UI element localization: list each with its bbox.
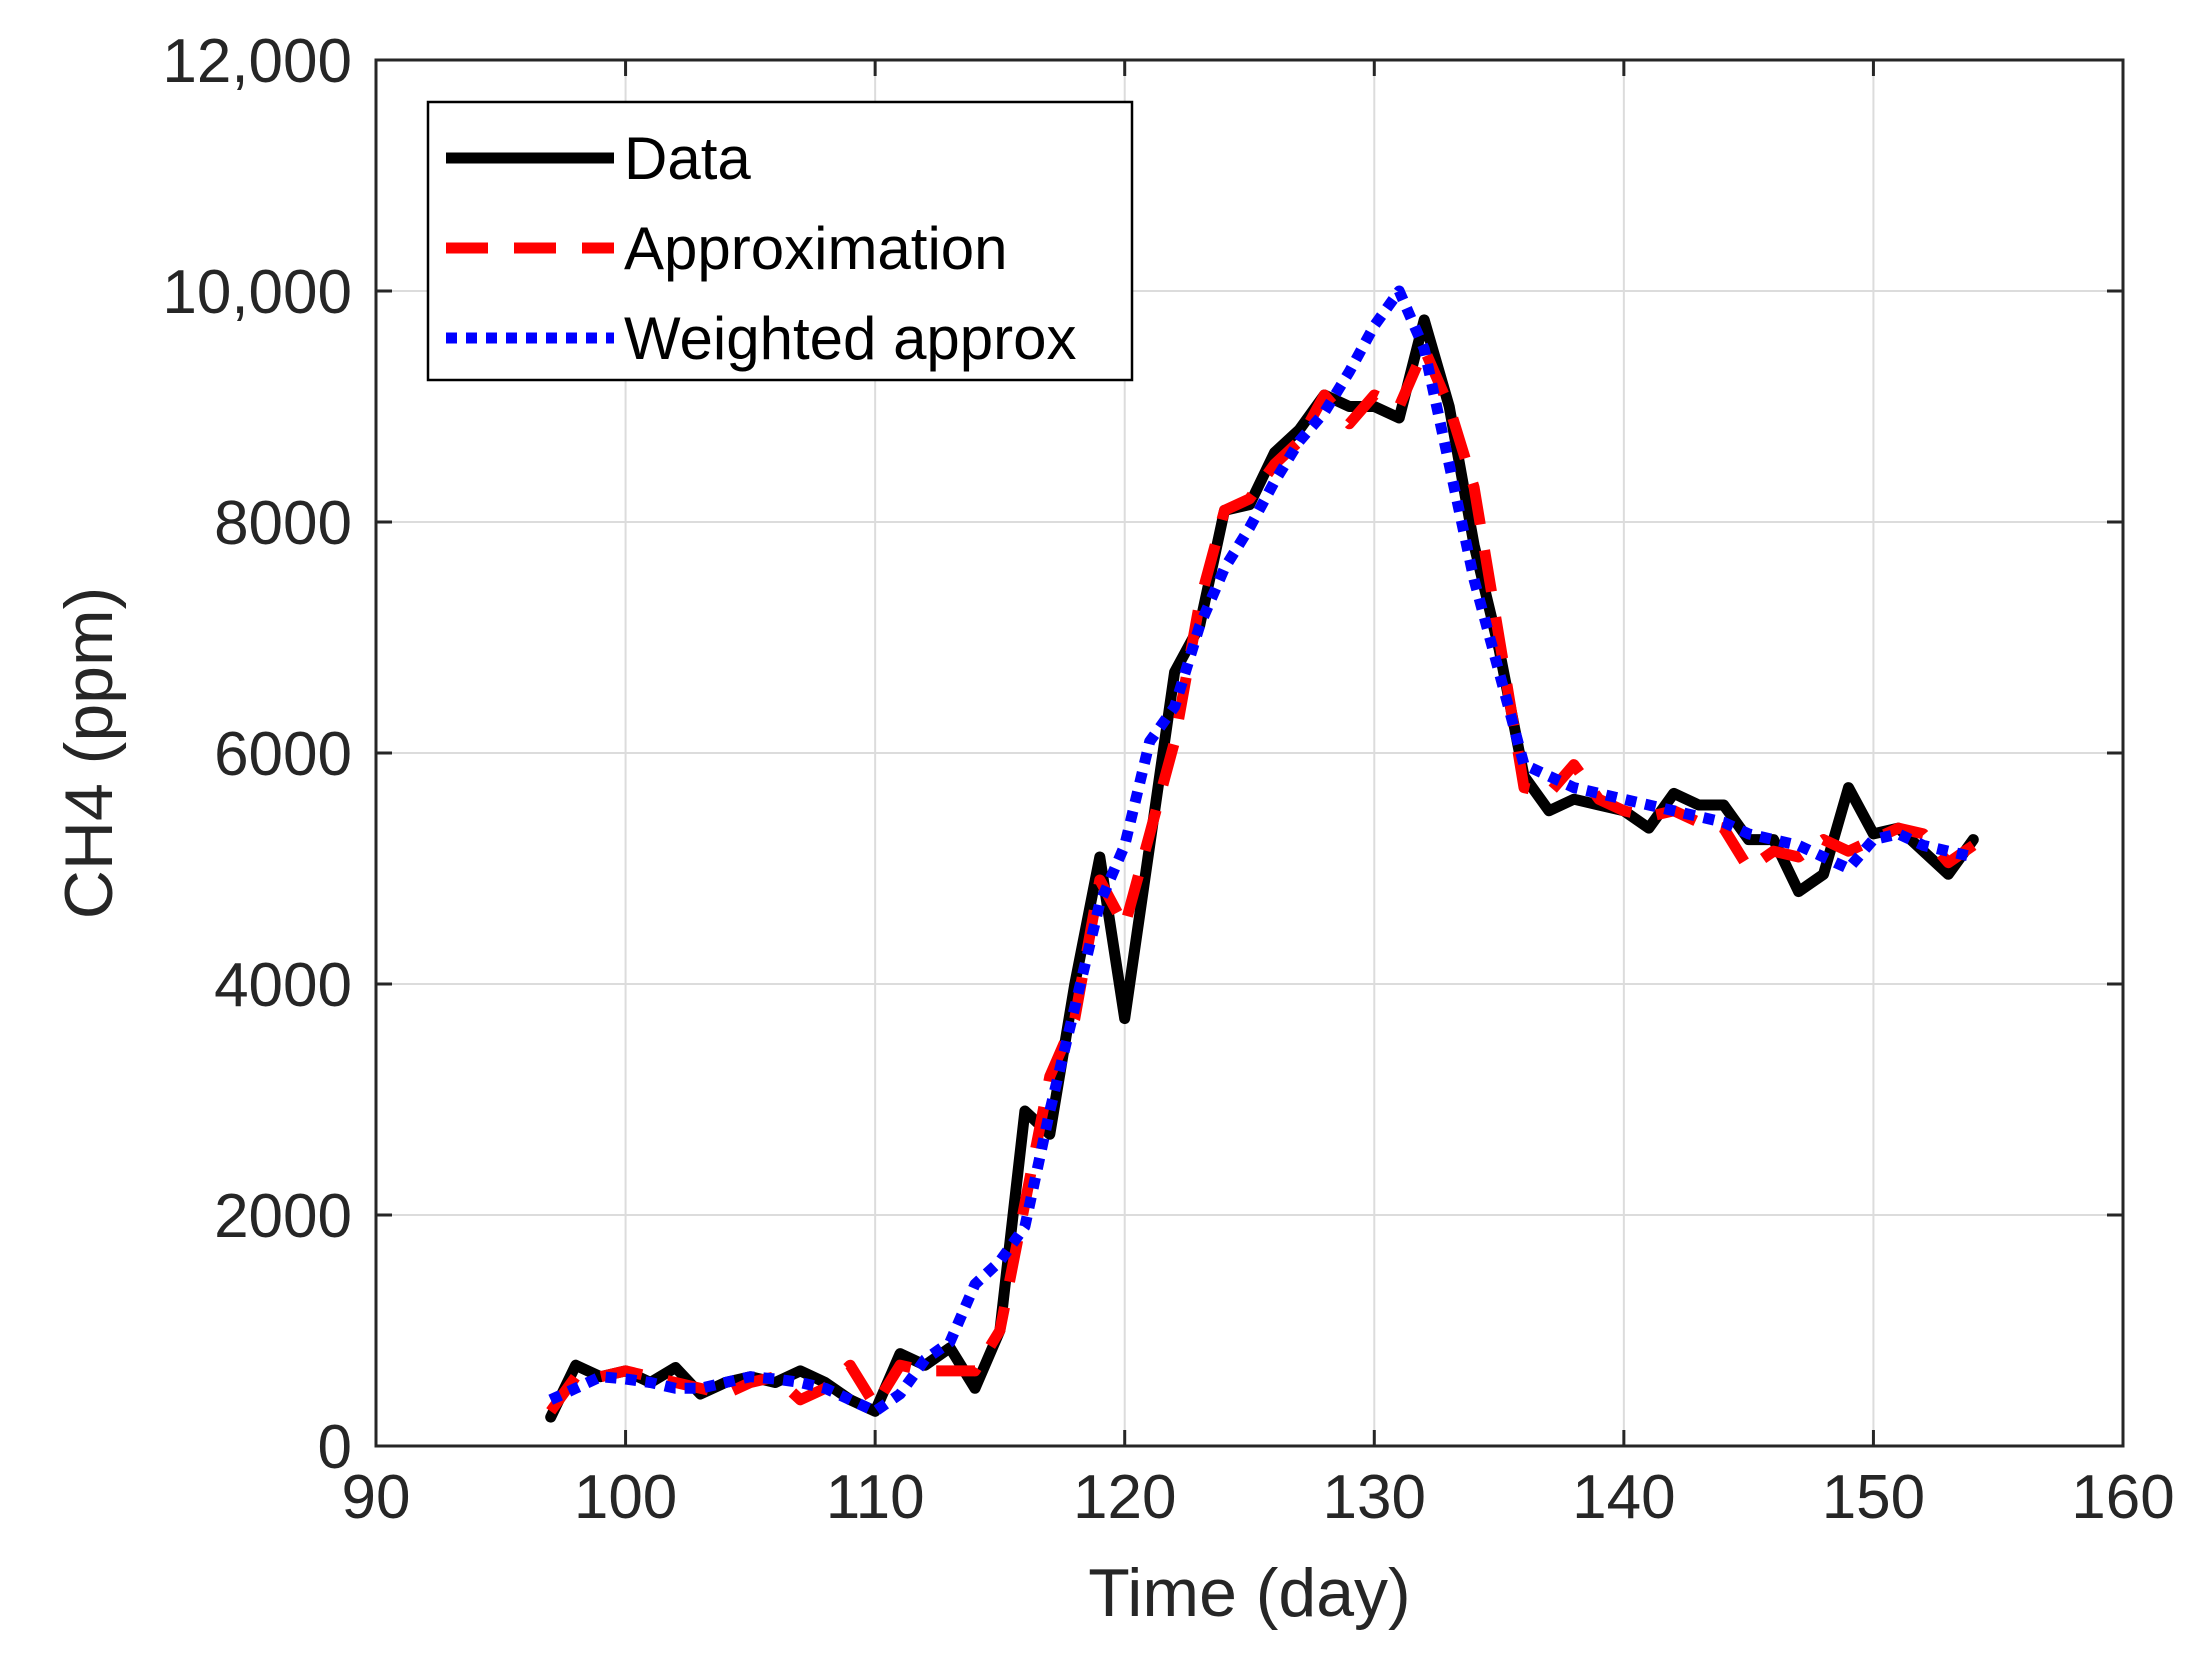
x-tick-label: 130: [1323, 1463, 1426, 1532]
x-tick-label: 140: [1572, 1463, 1675, 1532]
y-tick-label: 12,000: [162, 27, 352, 96]
legend: Data Approximation Weighted approx: [426, 100, 1134, 382]
y-tick-label: 10,000: [162, 258, 352, 327]
series-lines: [545, 285, 1979, 1423]
series-line-data: [545, 314, 1979, 1423]
legend-label: Approximation: [624, 215, 1008, 282]
y-axis-label: CH4 (ppm): [51, 587, 127, 920]
axis-ticks: 90 100 110 120 130 140 150 160 0 2000 4000 6000 8000…: [162, 27, 2174, 1532]
x-axis-label: Time (day): [1088, 1555, 1410, 1631]
legend-label: Data: [624, 125, 751, 192]
x-tick-label: 110: [826, 1463, 925, 1532]
series-line-weighted-approx: [548, 285, 1975, 1417]
y-tick-label: 4000: [214, 951, 352, 1020]
x-tick-label: 100: [574, 1463, 677, 1532]
legend-box: [426, 100, 1134, 382]
x-tick-label: 120: [1073, 1463, 1176, 1532]
series-line-approximation: [546, 343, 1977, 1415]
x-tick-label: 150: [1822, 1463, 1925, 1532]
x-tick-label: 90: [342, 1463, 411, 1532]
y-tick-label: 0: [318, 1413, 352, 1482]
y-tick-label: 2000: [214, 1182, 352, 1251]
x-tick-label: 160: [2071, 1463, 2174, 1532]
legend-label: Weighted approx: [624, 305, 1077, 372]
y-tick-label: 6000: [214, 720, 352, 789]
y-tick-label: 8000: [214, 489, 352, 558]
